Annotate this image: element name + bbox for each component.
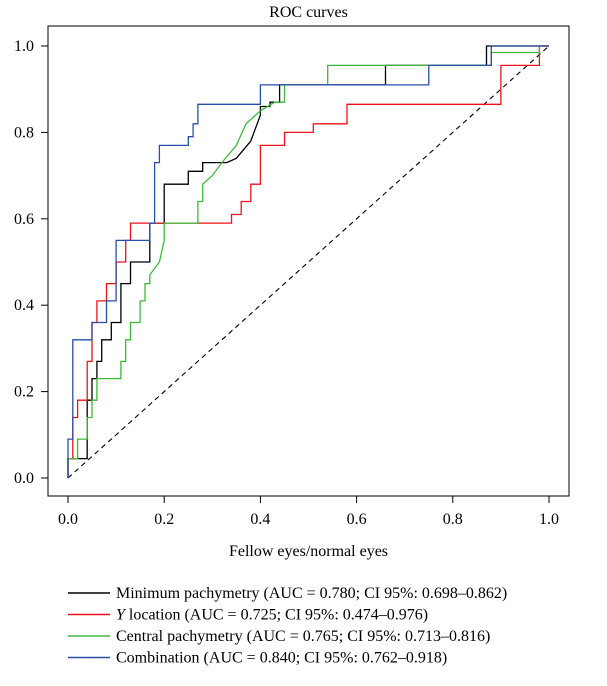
x-tick-label: 1.0 bbox=[539, 511, 559, 528]
x-tick-label: 0.8 bbox=[443, 511, 463, 528]
legend-label-3: Central pachymetry (AUC = 0.765; CI 95%:… bbox=[116, 628, 490, 645]
x-tick-label: 0.0 bbox=[58, 511, 78, 528]
legend-label-2: Y location (AUC = 0.725; CI 95%: 0.474–0… bbox=[116, 607, 428, 624]
chart-title: ROC curves bbox=[269, 4, 348, 21]
x-axis-label: Fellow eyes/normal eyes bbox=[229, 543, 388, 560]
x-tick-label: 0.6 bbox=[347, 511, 367, 528]
series-line-4 bbox=[67, 45, 549, 478]
legend: Minimum pachymetry (AUC = 0.780; CI 95%:… bbox=[68, 585, 507, 667]
y-tick-label: 0.0 bbox=[14, 470, 34, 487]
legend-label-1: Minimum pachymetry (AUC = 0.780; CI 95%:… bbox=[116, 585, 507, 602]
y-tick-label: 0.4 bbox=[14, 297, 34, 314]
x-tick-label: 0.4 bbox=[250, 511, 270, 528]
x-tick-label: 0.2 bbox=[154, 511, 174, 528]
y-tick-label: 0.6 bbox=[14, 211, 34, 228]
series-line-3 bbox=[67, 46, 541, 478]
series-line-2 bbox=[67, 45, 549, 478]
y-tick-label: 0.8 bbox=[14, 124, 34, 141]
plot-frame bbox=[47, 25, 570, 497]
y-tick-label: 0.2 bbox=[14, 384, 34, 401]
y-tick-label: 1.0 bbox=[14, 38, 34, 55]
legend-label-4: Combination (AUC = 0.840; CI 95%: 0.762–… bbox=[116, 650, 447, 667]
